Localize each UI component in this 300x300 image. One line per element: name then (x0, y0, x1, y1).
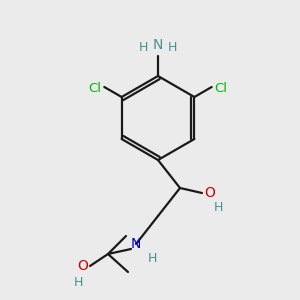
Text: N: N (153, 38, 163, 52)
Text: H: H (148, 252, 158, 265)
Text: H: H (168, 41, 177, 54)
Text: O: O (204, 186, 215, 200)
Text: O: O (77, 259, 88, 273)
Text: N: N (131, 237, 141, 251)
Text: H: H (214, 201, 224, 214)
Text: Cl: Cl (88, 82, 101, 95)
Text: H: H (73, 276, 83, 289)
Text: Cl: Cl (215, 82, 228, 95)
Text: H: H (139, 41, 148, 54)
